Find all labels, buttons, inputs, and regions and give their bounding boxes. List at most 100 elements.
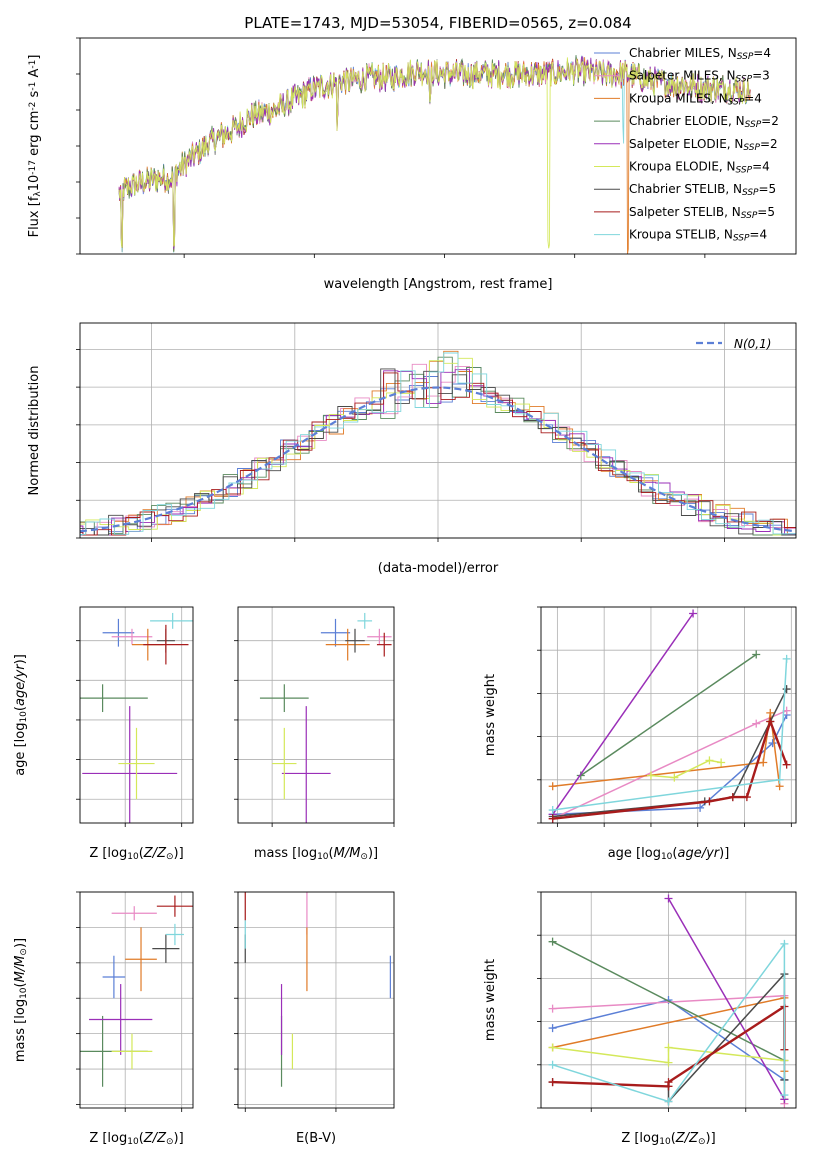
x-axis-label: (data-model)/error bbox=[378, 561, 499, 576]
weight-marker bbox=[766, 708, 775, 717]
weight-series-line bbox=[552, 613, 694, 815]
mass-vs-extinction-panel: E(B-V) bbox=[234, 891, 395, 1146]
x-axis-label: mass [log10(M/M⊙)] bbox=[254, 846, 378, 862]
weight-series-line bbox=[552, 1046, 785, 1064]
x-axis-label: age [log10(age/yr)] bbox=[608, 846, 730, 862]
weight-marker bbox=[768, 739, 777, 748]
weight-marker bbox=[646, 771, 655, 780]
weight-series-line bbox=[552, 688, 788, 818]
plot-frame bbox=[237, 606, 395, 824]
y-axis-label: mass weight bbox=[483, 959, 498, 1041]
spectrum-series-line bbox=[118, 57, 751, 249]
weight-marker bbox=[705, 756, 714, 765]
figure-title: PLATE=1743, MJD=53054, FIBERID=0565, z=0… bbox=[244, 14, 631, 32]
age-vs-mass-panel: mass [log10(M/M⊙)] bbox=[234, 606, 395, 862]
weight-series-line bbox=[552, 712, 781, 788]
weight-series-line bbox=[552, 717, 788, 820]
y-axis-label: age [log10(age/yr)] bbox=[13, 654, 29, 776]
weight-marker bbox=[548, 1060, 557, 1069]
legend-entry: Salpeter STELIB, NSSP=5 bbox=[629, 205, 775, 221]
weight-marker bbox=[664, 894, 673, 903]
weight-marker bbox=[664, 1043, 673, 1052]
legend-entry: Salpeter ELODIE, NSSP=2 bbox=[629, 137, 778, 153]
weight-marker bbox=[664, 1078, 673, 1087]
spectrum-series-line bbox=[118, 56, 751, 250]
weight-marker bbox=[766, 717, 775, 726]
weight-vs-age-panel: age [log10(age/yr)] mass weight bbox=[483, 606, 797, 862]
spectrum-series-line bbox=[118, 56, 751, 251]
spectrum-series-line bbox=[118, 55, 751, 252]
mass-vs-metallicity-panel: Z [log10(Z/Z⊙)] mass [log10(M/M⊙)] bbox=[13, 891, 194, 1147]
weight-marker bbox=[759, 758, 768, 767]
legend-entry: N(0,1) bbox=[734, 337, 771, 351]
weight-marker bbox=[752, 650, 761, 659]
histogram-series bbox=[80, 368, 796, 536]
histogram-series bbox=[80, 372, 796, 536]
x-axis-label: Z [log10(Z/Z⊙)] bbox=[621, 1131, 715, 1147]
plot-frame bbox=[79, 606, 194, 824]
weight-marker bbox=[782, 685, 791, 694]
histogram-series bbox=[80, 352, 796, 535]
legend-entry: Chabrier MILES, NSSP=4 bbox=[629, 46, 771, 62]
weight-series-line bbox=[552, 941, 786, 1103]
x-axis-label: Z [log10(Z/Z⊙)] bbox=[89, 846, 183, 862]
age-vs-metallicity-panel: Z [log10(Z/Z⊙)] age [log10(age/yr)] bbox=[13, 606, 194, 862]
plot-frame bbox=[540, 891, 797, 1109]
weight-series-line bbox=[552, 658, 788, 811]
y-axis-label: mass [log10(M/M⊙)] bbox=[13, 938, 29, 1062]
weight-marker bbox=[717, 758, 726, 767]
legend-entry: Kroupa ELODIE, NSSP=4 bbox=[629, 160, 770, 176]
weight-marker bbox=[780, 939, 789, 948]
weight-marker bbox=[670, 773, 679, 782]
weight-series-line bbox=[580, 653, 757, 777]
normal-reference-curve bbox=[79, 386, 797, 533]
legend-entry: Chabrier STELIB, NSSP=5 bbox=[629, 182, 776, 198]
weight-marker bbox=[782, 654, 791, 663]
weight-vs-metallicity-panel: Z [log10(Z/Z⊙)] mass weight bbox=[483, 891, 797, 1147]
weight-marker bbox=[548, 814, 557, 823]
x-axis-label: wavelength [Angstrom, rest frame] bbox=[324, 277, 553, 292]
weight-marker bbox=[548, 1078, 557, 1087]
weight-marker bbox=[752, 719, 761, 728]
x-axis-label: Z [log10(Z/Z⊙)] bbox=[89, 1131, 183, 1147]
weight-marker bbox=[548, 1043, 557, 1052]
weight-marker bbox=[548, 806, 557, 815]
plot-frame bbox=[237, 891, 395, 1109]
weight-marker bbox=[548, 937, 557, 946]
weight-marker bbox=[696, 803, 705, 812]
spectrum-panel: wavelength [Angstrom, rest frame] Flux [f… bbox=[27, 37, 797, 292]
legend-entry: Kroupa STELIB, NSSP=4 bbox=[629, 228, 767, 244]
weight-marker bbox=[664, 1058, 673, 1067]
weight-marker bbox=[548, 782, 557, 791]
plot-frame bbox=[79, 322, 797, 539]
weight-marker bbox=[780, 1091, 789, 1100]
spectrum-series-line bbox=[118, 57, 751, 252]
legend-entry: Chabrier ELODIE, NSSP=2 bbox=[629, 114, 779, 130]
spectrum-series-line bbox=[118, 55, 751, 250]
residual-panel: (data-model)/error Normed distribution N(0… bbox=[27, 322, 797, 576]
weight-marker bbox=[548, 1024, 557, 1033]
weight-series-line bbox=[667, 898, 786, 1100]
weight-marker bbox=[548, 1004, 557, 1013]
plot-frame bbox=[79, 891, 194, 1109]
weight-marker bbox=[782, 760, 791, 769]
plot-frame bbox=[79, 37, 797, 255]
legend-entry: Salpeter MILES, NSSP=3 bbox=[629, 69, 770, 85]
y-axis-label: Flux [fλ10-17 erg cm-2 s-1 A-1] bbox=[27, 55, 43, 238]
weight-marker bbox=[664, 1097, 673, 1106]
weight-series-line bbox=[650, 759, 722, 779]
spectrum-series-line bbox=[118, 56, 751, 252]
weight-marker bbox=[705, 797, 714, 806]
spectrum-series-line bbox=[118, 55, 751, 253]
y-axis-label: mass weight bbox=[483, 674, 498, 756]
spectrum-series-line bbox=[118, 57, 751, 254]
x-axis-label: E(B-V) bbox=[296, 1131, 336, 1146]
y-axis-label: Normed distribution bbox=[27, 366, 42, 496]
weight-series-line bbox=[552, 941, 785, 1062]
weight-marker bbox=[689, 609, 698, 618]
weight-marker bbox=[742, 793, 751, 802]
weight-marker bbox=[775, 775, 784, 784]
plot-frame bbox=[540, 606, 797, 824]
weight-marker bbox=[728, 793, 737, 802]
